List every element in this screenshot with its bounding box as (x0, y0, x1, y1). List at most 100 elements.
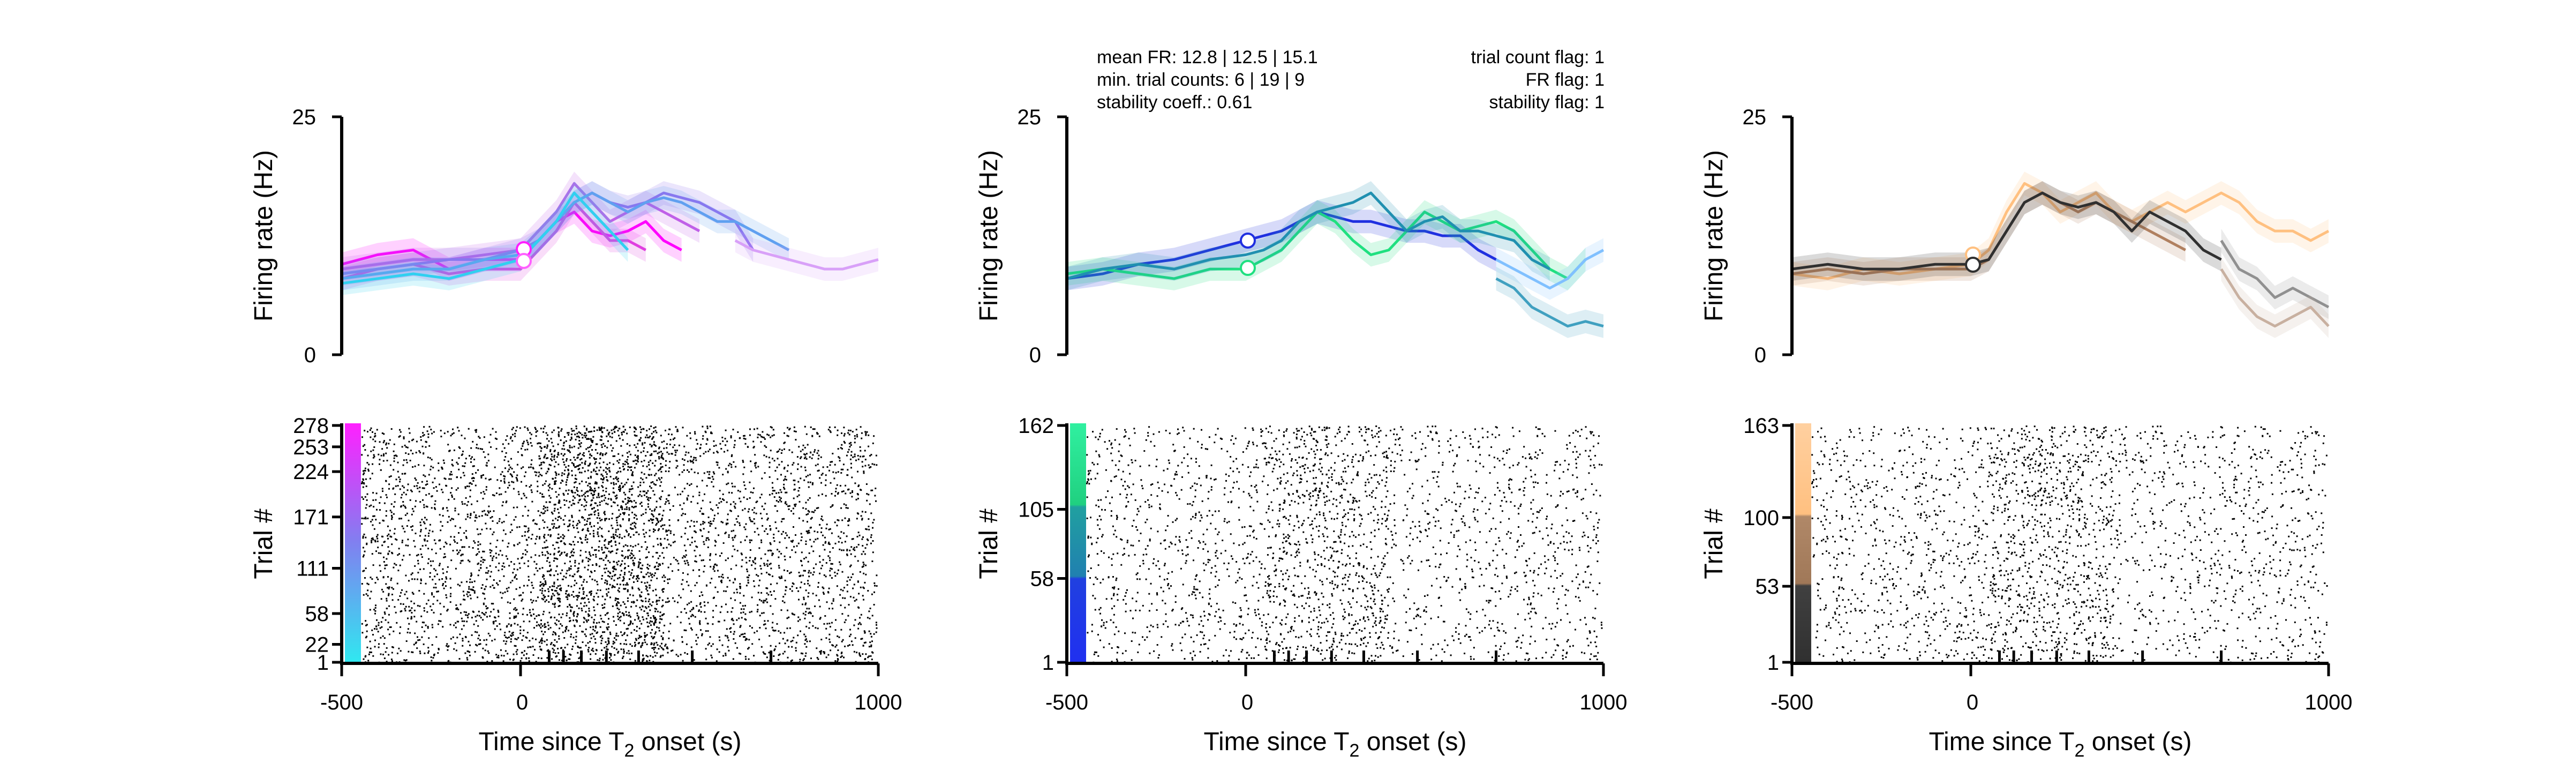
middle-annotation-mean-fr: mean FR: 12.8 | 12.5 | 15.1 (1097, 47, 1318, 68)
left-xlabel-end: onset (s) (634, 728, 741, 756)
middle-raster-xtick-label-min: -500 (1045, 691, 1088, 714)
psth-band-3 (2221, 228, 2329, 319)
right-psth-onset-marker-2 (1965, 257, 1981, 273)
right-raster-xtick-label-max: 1000 (2305, 691, 2353, 714)
psth-band-2 (342, 171, 699, 281)
psth-line-4 (1495, 277, 1604, 328)
middle-raster-xtick-label-zero: 0 (1241, 691, 1253, 714)
middle-raster-xticks (1065, 651, 1605, 676)
middle-raster-trial-color-bar (1070, 423, 1086, 662)
right-psth-series (1791, 171, 2330, 338)
psth-line-1 (1066, 211, 1587, 280)
middle-psth-onset-marker-1 (1240, 233, 1256, 249)
middle-psth-ylabel: Firing rate (Hz) (975, 150, 1003, 322)
middle-psth-onset-marker-2 (1240, 260, 1256, 276)
raster-spike-dots (1811, 425, 2328, 664)
right-xlabel-end: onset (s) (2084, 728, 2191, 756)
psth-band-4 (2221, 257, 2329, 338)
psth-band-1 (1067, 200, 1586, 290)
psth-line-2 (1791, 191, 2222, 271)
raster-ytick-label: 224 (293, 460, 329, 484)
right-raster-xlabel: Time since T2 onset (s) (1929, 728, 2191, 761)
left-psth-onset-marker-2 (516, 253, 532, 269)
psth-line-6 (734, 239, 879, 271)
middle-annotation-fr-flag: FR flag: 1 (1526, 70, 1605, 90)
right-raster-xticks (1790, 651, 2330, 676)
left-raster-ylabel: Trial # (250, 509, 278, 579)
left-raster-xlabel: Time since T2 onset (s) (478, 728, 741, 761)
left-xlabel-main: Time since T (478, 728, 624, 756)
raster-ytick-label: 1 (1767, 651, 1779, 675)
raster-ytick-label: 163 (1743, 414, 1779, 438)
middle-xlabel-end: onset (s) (1359, 728, 1466, 756)
middle-xlabel-sub: 2 (1350, 741, 1360, 761)
psth-band-4 (1496, 266, 1603, 338)
left-psth-ylabel: Firing rate (Hz) (250, 150, 278, 322)
middle-raster-xtick-label-max: 1000 (1580, 691, 1628, 714)
left-raster-xtick-label-max: 1000 (855, 691, 902, 714)
psth-line-2 (341, 182, 701, 271)
psth-band-0 (1792, 171, 2329, 290)
left-raster-xtick-label-zero: 0 (516, 691, 528, 714)
right-raster-yticks: 1 53 100 163 (1743, 414, 1792, 675)
psth-line-4 (341, 191, 790, 280)
raster-ytick-label: 171 (293, 506, 329, 529)
middle-psth-series (1066, 181, 1605, 338)
raster-ytick-label: 1 (317, 651, 329, 675)
raster-ytick-label: 253 (293, 436, 329, 459)
left-psth-panel: 25 0 Firing rate (Hz) (250, 106, 879, 367)
psth-band-5 (342, 181, 628, 295)
left-raster-trial-color-bar (345, 423, 361, 662)
right-raster-ylabel: Trial # (1700, 509, 1728, 579)
psth-line-4 (2220, 268, 2330, 328)
middle-psth-panel: 25 0 Firing rate (Hz) mean FR: 12.8 | 12… (975, 47, 1605, 367)
middle-psth-ytick-label-bottom: 0 (1029, 343, 1041, 367)
middle-raster-panel: 1 58 105 162 -500 0 1000 Trial # Time since… (975, 414, 1627, 761)
right-psth-ytick-label-top: 25 (1743, 106, 1767, 129)
right-raster-xtick-label-zero: 0 (1967, 691, 1978, 714)
psth-line-0 (1066, 211, 1497, 280)
middle-annotation-stability-flag: stability flag: 1 (1489, 92, 1605, 113)
raster-spike-dots (1086, 425, 1603, 664)
raster-ytick-label: 111 (296, 557, 329, 580)
middle-raster-yticks: 1 58 105 162 (1018, 414, 1067, 675)
right-psth-panel: 25 0 Firing rate (Hz) (1700, 106, 2330, 367)
left-psth-series (341, 171, 879, 295)
middle-annotation-min-trial-counts: min. trial counts: 6 | 19 | 9 (1097, 70, 1305, 90)
raster-ytick-label: 100 (1743, 506, 1779, 530)
left-psth-ytick-label-top: 25 (292, 106, 317, 129)
raster-spike-dots (361, 425, 878, 664)
right-raster-trial-color-bar (1795, 423, 1811, 662)
right-xlabel-main: Time since T (1929, 728, 2074, 756)
left-xlabel-sub: 2 (624, 741, 635, 761)
raster-ytick-label: 58 (1030, 567, 1054, 591)
left-psth-ytick-label-bottom: 0 (304, 343, 316, 367)
middle-raster-ylabel: Trial # (975, 509, 1003, 579)
right-xlabel-sub: 2 (2075, 741, 2085, 761)
raster-ytick-label: 53 (1756, 575, 1780, 599)
middle-raster-xlabel: Time since T2 onset (s) (1203, 728, 1466, 761)
psth-line-2 (1066, 191, 1550, 280)
middle-xlabel-main: Time since T (1203, 728, 1349, 756)
psth-line-3 (2220, 240, 2330, 309)
middle-psth-ytick-label-top: 25 (1018, 106, 1042, 129)
right-psth-ytick-label-bottom: 0 (1754, 343, 1766, 367)
raster-ytick-label: 162 (1018, 414, 1054, 438)
left-raster-xtick-label-min: -500 (320, 691, 363, 714)
left-raster-xticks (340, 651, 880, 676)
psth-band-2 (1067, 181, 1550, 290)
raster-ytick-label: 58 (305, 602, 329, 626)
raster-ytick-label: 1 (1042, 651, 1054, 675)
middle-annotation-trial-count-flag: trial count flag: 1 (1471, 47, 1605, 68)
middle-annotation-stability-coeff: stability coeff.: 0.61 (1097, 92, 1252, 113)
raster-ytick-label: 278 (293, 414, 329, 438)
raster-ytick-label: 105 (1018, 498, 1054, 521)
raster-ytick-label: 22 (305, 633, 329, 656)
middle-raster-spikes (1086, 425, 1603, 664)
right-raster-xtick-label-min: -500 (1771, 691, 1813, 714)
right-raster-panel: 1 53 100 163 -500 0 1000 Trial # Time since… (1700, 414, 2352, 761)
psth-line-3 (1495, 249, 1605, 290)
